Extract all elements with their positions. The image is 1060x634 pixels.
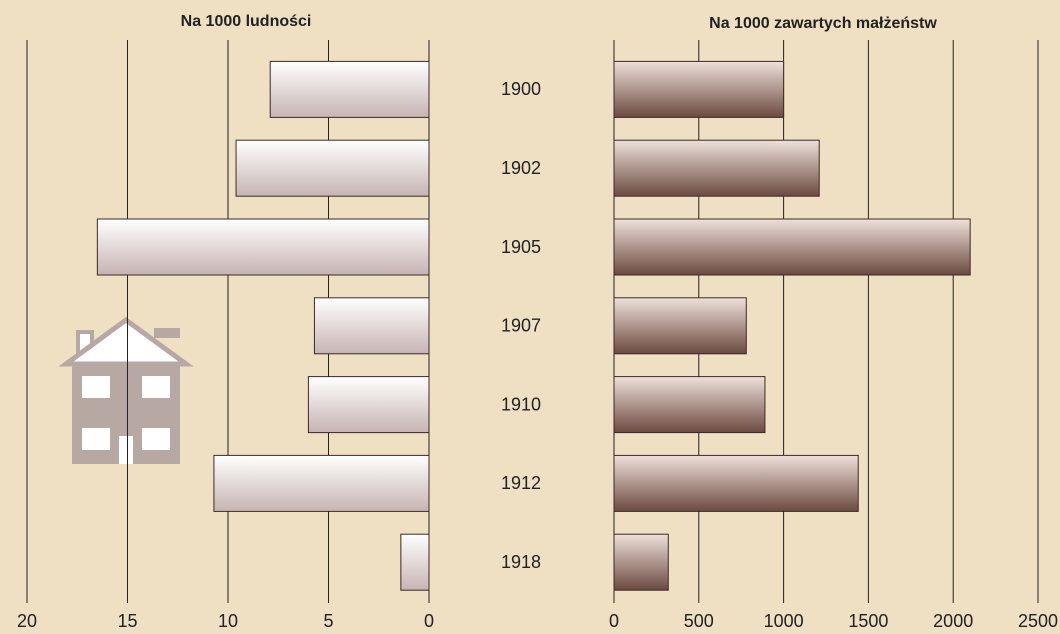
x-tick-label: 20 xyxy=(17,611,37,631)
category-label: 1912 xyxy=(501,473,541,493)
bar xyxy=(613,297,747,355)
bar xyxy=(269,60,430,118)
bar xyxy=(313,297,430,355)
bar xyxy=(96,218,430,276)
house-icon xyxy=(58,316,194,464)
x-tick-label: 500 xyxy=(684,611,714,631)
x-tick-label: 2000 xyxy=(933,611,973,631)
bar xyxy=(613,60,785,118)
category-label: 1918 xyxy=(501,552,541,572)
bar xyxy=(613,454,859,512)
bar xyxy=(613,533,669,591)
x-tick-label: 0 xyxy=(424,611,434,631)
category-label: 1902 xyxy=(501,158,541,178)
bar xyxy=(235,139,430,197)
category-label: 1910 xyxy=(501,394,541,414)
bar xyxy=(213,454,430,512)
x-tick-label: 15 xyxy=(117,611,137,631)
bar xyxy=(613,376,766,434)
bar xyxy=(400,533,430,591)
x-tick-label: 5 xyxy=(323,611,333,631)
bar xyxy=(613,139,820,197)
category-label: 1900 xyxy=(501,79,541,99)
category-label: 1907 xyxy=(501,316,541,336)
bar xyxy=(613,218,971,276)
bar xyxy=(307,376,430,434)
category-label: 1905 xyxy=(501,237,541,257)
x-tick-label: 1000 xyxy=(764,611,804,631)
x-tick-label: 10 xyxy=(218,611,238,631)
chart-title: Na 1000 ludności xyxy=(181,13,312,30)
x-tick-label: 2500 xyxy=(1018,611,1058,631)
x-tick-label: 0 xyxy=(609,611,619,631)
chart-title: Na 1000 zawartych małżeństw xyxy=(709,15,937,32)
x-tick-label: 1500 xyxy=(848,611,888,631)
